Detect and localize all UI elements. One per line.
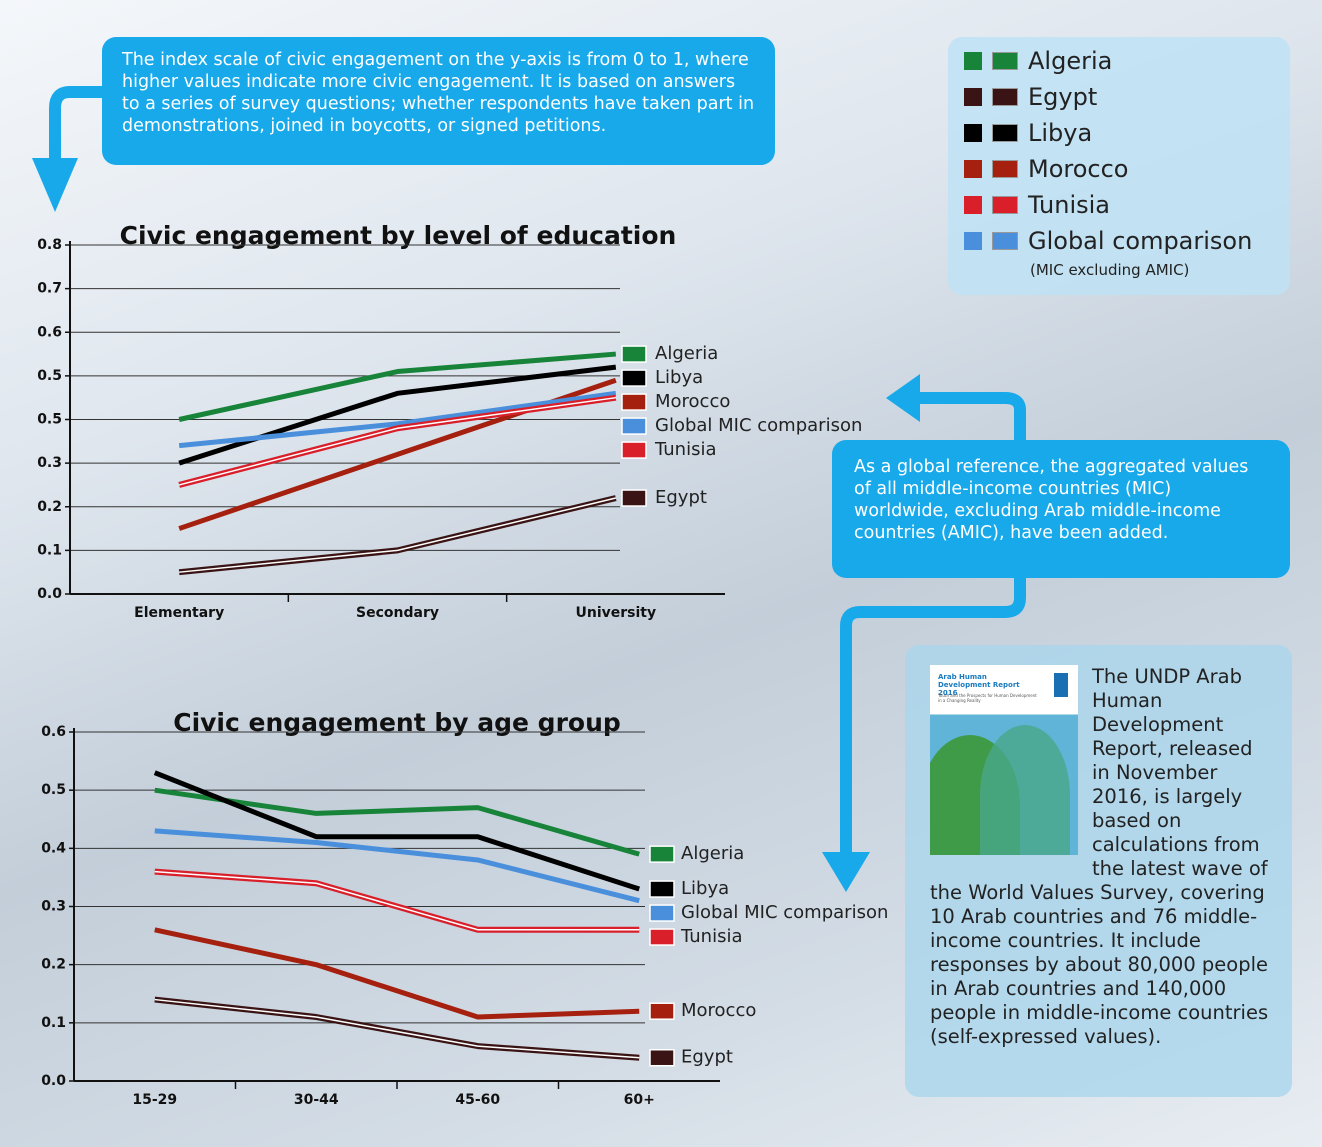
line-inner <box>179 498 616 572</box>
series-label: Global MIC comparison <box>681 902 888 923</box>
legend-entry: Tunisia <box>964 191 1110 219</box>
report-cover: Arab Human Development Report 2016 Youth… <box>930 665 1078 855</box>
infographic: Civic engagement by level of education 0.… <box>0 0 1322 1147</box>
y-tick-label: 0.1 <box>37 542 62 558</box>
legend-swatch <box>964 160 982 178</box>
series-label: Egypt <box>681 1047 733 1068</box>
report-box: Arab Human Development Report 2016 Youth… <box>905 645 1292 1097</box>
label-flag <box>650 846 674 862</box>
series-label: Libya <box>681 878 729 899</box>
legend-swatch <box>964 88 982 106</box>
legend-flag <box>992 124 1018 142</box>
y-tick-label: 0.6 <box>37 324 62 340</box>
cover-subtitle: Youth and the Prospects for Human Develo… <box>938 693 1038 703</box>
line <box>179 498 616 572</box>
legend-swatch <box>964 52 982 70</box>
x-tick-label: 15-29 <box>132 1092 177 1108</box>
arrowhead <box>32 158 78 212</box>
y-tick-label: 0.4 <box>41 840 66 856</box>
label-flag <box>622 370 646 386</box>
series-label: Algeria <box>655 343 718 364</box>
legend: Algeria Egypt Libya Morocco Tunisia Global co… <box>948 37 1290 295</box>
y-tick-label: 0.0 <box>37 586 62 602</box>
label-flag <box>622 442 646 458</box>
label-flag <box>650 881 674 897</box>
arrowhead <box>822 852 870 892</box>
legend-swatch <box>964 124 982 142</box>
line <box>179 367 616 463</box>
y-tick-label: 0.3 <box>41 899 66 915</box>
legend-label: Morocco <box>1028 155 1129 183</box>
label-flag <box>622 418 646 434</box>
legend-entry: Morocco <box>964 155 1129 183</box>
cover-silhouette <box>980 725 1070 855</box>
legend-entry: Libya <box>964 119 1092 147</box>
x-tick-label: Secondary <box>356 605 439 621</box>
series-label: Global MIC comparison <box>655 415 862 436</box>
note-reference: As a global reference, the aggregated va… <box>832 440 1290 578</box>
series-label: Tunisia <box>654 439 717 460</box>
chart-title: Civic engagement by level of education <box>120 221 677 250</box>
arrowhead <box>886 374 920 422</box>
legend-label: Tunisia <box>1028 191 1110 219</box>
y-tick-label: 0.8 <box>37 237 62 253</box>
legend-flag <box>992 88 1018 106</box>
line <box>155 930 640 1017</box>
label-flag <box>650 929 674 945</box>
label-flag <box>622 346 646 362</box>
undp-logo <box>1054 673 1068 697</box>
chart-title: Civic engagement by age group <box>173 708 621 737</box>
y-tick-label: 0.5 <box>37 368 62 384</box>
y-tick-label: 0.3 <box>37 455 62 471</box>
arrowheads <box>32 158 920 892</box>
label-flag <box>622 490 646 506</box>
x-tick-label: 30-44 <box>294 1092 339 1108</box>
y-tick-label: 0.5 <box>37 412 62 428</box>
label-flag <box>650 905 674 921</box>
note-index: The index scale of civic engagement on t… <box>102 37 775 165</box>
y-tick-label: 0.6 <box>41 724 66 740</box>
arrow <box>915 398 1020 440</box>
legend-entry: Global comparison <box>964 227 1252 255</box>
y-tick-label: 0.1 <box>41 1015 66 1031</box>
line <box>155 1000 640 1058</box>
x-tick-label: Elementary <box>134 605 224 621</box>
series-label: Morocco <box>681 1000 756 1021</box>
legend-swatch <box>964 196 982 214</box>
x-tick-label: University <box>576 605 657 621</box>
y-tick-label: 0.5 <box>41 782 66 798</box>
x-tick-label: 45-60 <box>455 1092 500 1108</box>
legend-label: Global comparison <box>1028 227 1252 255</box>
legend-entry: Algeria <box>964 47 1112 75</box>
x-tick-label: 60+ <box>624 1092 655 1108</box>
label-flag <box>622 394 646 410</box>
y-tick-label: 0.2 <box>37 499 62 515</box>
series-label: Tunisia <box>680 926 743 947</box>
legend-flag <box>992 52 1018 70</box>
y-tick-label: 0.0 <box>41 1073 66 1089</box>
legend-label: Algeria <box>1028 47 1112 75</box>
series-label: Morocco <box>655 391 730 412</box>
legend-flag <box>992 196 1018 214</box>
y-tick-label: 0.7 <box>37 281 62 297</box>
legend-swatch <box>964 232 982 250</box>
legend-note: (MIC excluding AMIC) <box>1030 261 1189 279</box>
legend-label: Libya <box>1028 119 1092 147</box>
series-label: Egypt <box>655 487 707 508</box>
legend-flag <box>992 160 1018 178</box>
y-tick-label: 0.2 <box>41 957 66 973</box>
series-label: Libya <box>655 367 703 388</box>
legend-label: Egypt <box>1028 83 1097 111</box>
label-flag <box>650 1003 674 1019</box>
legend-flag <box>992 232 1018 250</box>
label-flag <box>650 1050 674 1066</box>
series-label: Algeria <box>681 843 744 864</box>
legend-entry: Egypt <box>964 83 1097 111</box>
